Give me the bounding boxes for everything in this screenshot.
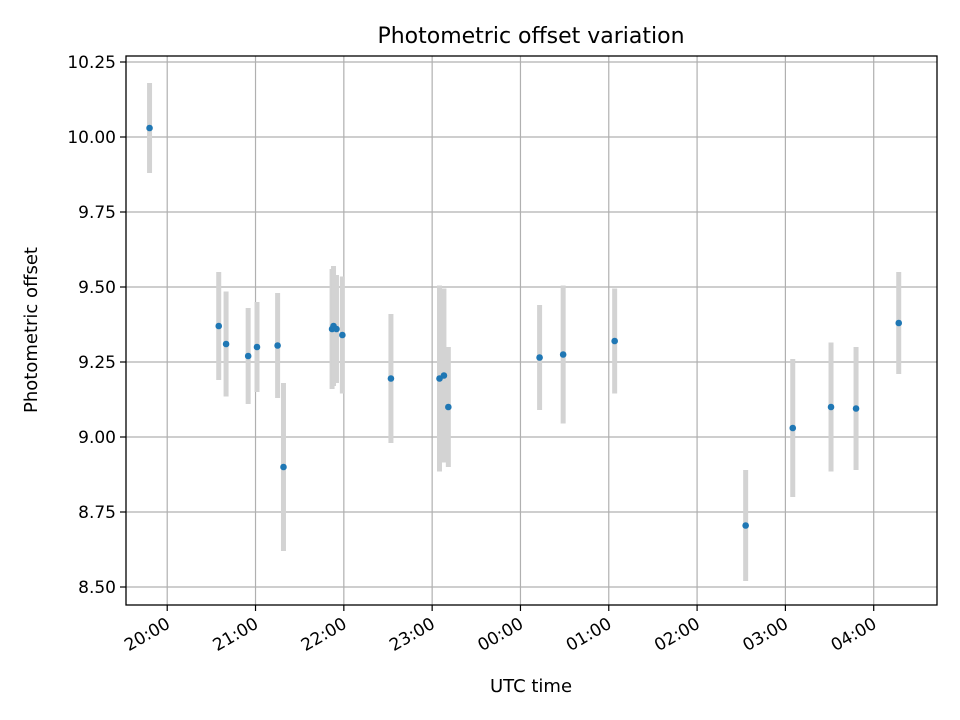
grid-lines bbox=[126, 56, 937, 605]
data-point bbox=[146, 124, 153, 132]
y-axis-label: Photometric offset bbox=[21, 247, 42, 413]
data-point bbox=[280, 463, 287, 471]
data-point bbox=[445, 403, 452, 411]
data-point bbox=[440, 372, 448, 379]
data-point bbox=[215, 322, 223, 330]
y-tick-label: 9.25 bbox=[78, 353, 116, 373]
y-tick-label: 8.75 bbox=[78, 503, 116, 523]
plot-frame bbox=[125, 55, 938, 606]
data-point bbox=[742, 522, 749, 529]
data-point bbox=[253, 343, 261, 351]
chart-title: Photometric offset variation bbox=[377, 24, 684, 49]
y-axis-ticks: 8.50 8.75 9.00 9.25 9.50 9.75 10.00 10.25 bbox=[67, 53, 126, 598]
data-point bbox=[789, 424, 797, 432]
y-tick-label: 10.25 bbox=[67, 53, 116, 73]
data-point bbox=[536, 354, 543, 361]
data-point bbox=[895, 319, 903, 327]
y-tick-label: 9.75 bbox=[78, 203, 116, 223]
data-point bbox=[222, 340, 230, 348]
data-point bbox=[559, 351, 567, 358]
data-point bbox=[339, 331, 346, 339]
data-point bbox=[387, 375, 395, 382]
data-points bbox=[146, 124, 903, 529]
data-point bbox=[244, 352, 252, 360]
data-point bbox=[274, 342, 281, 349]
y-tick-label: 8.50 bbox=[78, 578, 116, 598]
y-tick-label: 9.50 bbox=[78, 278, 116, 298]
y-tick-label: 9.00 bbox=[78, 428, 116, 448]
y-tick-label: 10.00 bbox=[67, 128, 116, 148]
x-axis-label: UTC time bbox=[490, 676, 572, 697]
data-point bbox=[333, 325, 340, 333]
data-point bbox=[852, 405, 860, 412]
data-point bbox=[827, 403, 835, 411]
data-point bbox=[611, 337, 618, 345]
